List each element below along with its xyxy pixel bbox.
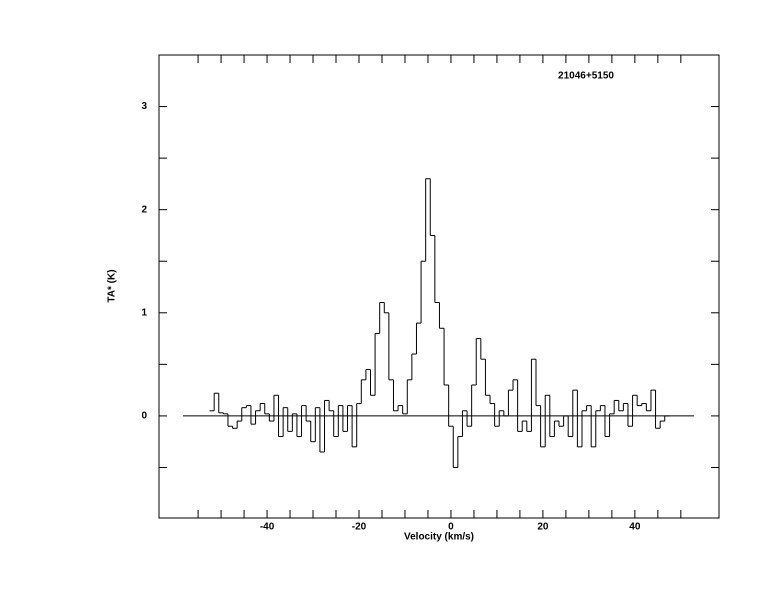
x-tick-label: -20 bbox=[352, 522, 367, 533]
x-tick-label: 40 bbox=[629, 522, 641, 533]
x-tick-label: 20 bbox=[537, 522, 549, 533]
y-tick-label: 0 bbox=[141, 411, 147, 422]
y-axis-label: TA* (K) bbox=[107, 269, 118, 302]
x-tick-label: -40 bbox=[260, 522, 275, 533]
chart-title: 21046+5150 bbox=[558, 71, 614, 82]
x-tick-label: 0 bbox=[448, 522, 454, 533]
plot-frame bbox=[158, 54, 720, 519]
y-tick-label: 1 bbox=[141, 307, 147, 318]
x-axis-label: Velocity (km/s) bbox=[404, 532, 474, 543]
y-tick-label: 2 bbox=[141, 204, 147, 215]
y-tick-label: 3 bbox=[141, 101, 147, 112]
